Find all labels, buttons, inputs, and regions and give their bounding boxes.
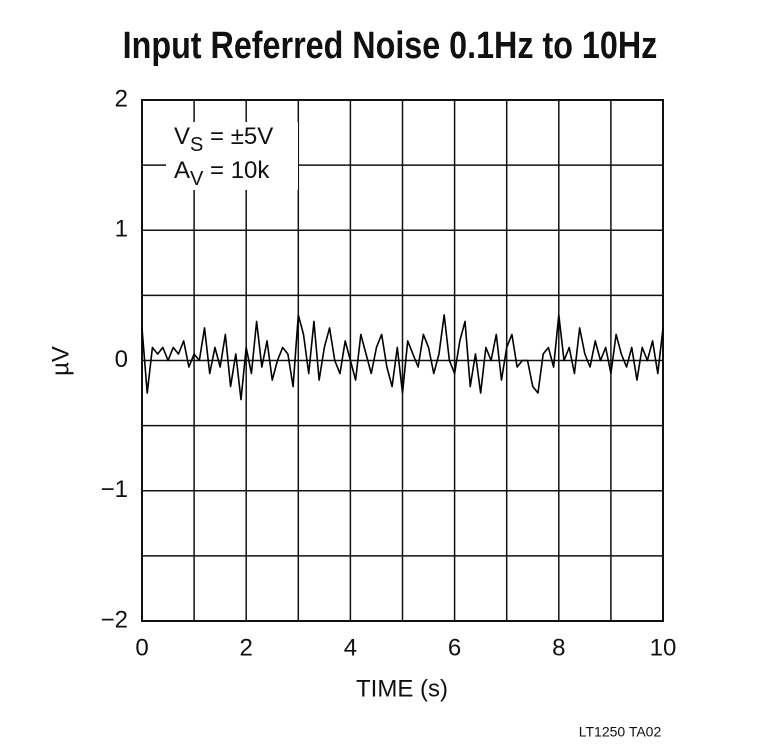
x-tick-label: 6: [448, 634, 461, 661]
plot-frame: [141, 99, 664, 622]
noise-line: [141, 314, 664, 401]
y-tick-label: −2: [101, 606, 128, 633]
x-tick-label: 4: [344, 634, 357, 661]
x-tick-label: 10: [650, 634, 677, 661]
annotation-part: V: [190, 168, 204, 190]
footer: LT1250 TA02: [579, 724, 662, 740]
annotation: AV = 10k: [174, 157, 270, 190]
x-tick-label: 0: [135, 634, 148, 661]
x-axis-label: TIME (s): [356, 675, 448, 702]
annotation-part: A: [174, 157, 190, 184]
annotation-part: = ±5V: [203, 123, 273, 150]
y-tick-label: 0: [115, 346, 128, 373]
x-tick-label: 8: [552, 634, 565, 661]
y-axis-label: µV: [47, 346, 74, 376]
y-tick-label: 1: [115, 216, 128, 243]
x-tick-label: 2: [240, 634, 253, 661]
annotation-box: [166, 122, 298, 190]
y-tick-label: −1: [101, 476, 128, 503]
annotation: VS = ±5V: [174, 123, 273, 156]
annotation-part: S: [190, 134, 203, 156]
y-tick-label: 2: [115, 85, 128, 112]
annotation-part: V: [174, 123, 190, 150]
chart-title: Input Referred Noise 0.1Hz to 10Hz: [123, 25, 658, 67]
annotation-part: = 10k: [203, 157, 270, 184]
